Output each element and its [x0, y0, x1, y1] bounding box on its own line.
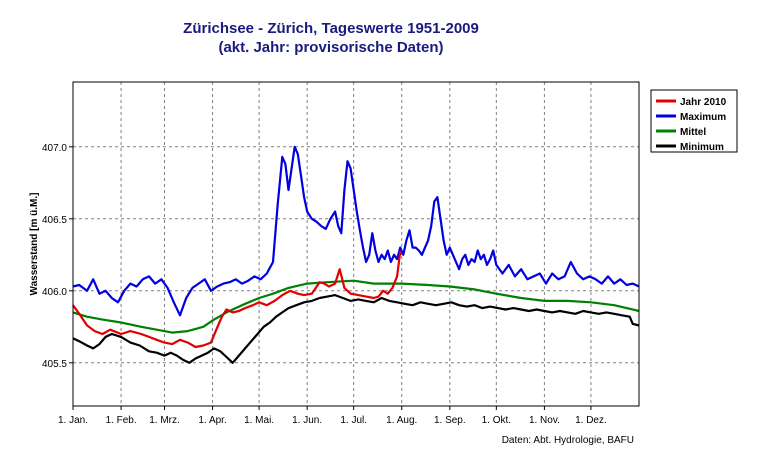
y-tick-label: 405.5: [42, 359, 67, 370]
chart-subtitle: (akt. Jahr: provisorische Daten): [218, 39, 443, 56]
series-lines: [72, 145, 640, 364]
legend-label-minimum: Minimum: [680, 142, 724, 153]
x-tick-label: 1. Okt.: [482, 415, 511, 426]
legend: Jahr 2010 Maximum Mittel Minimum: [650, 89, 738, 153]
legend-label-jahr-2010: Jahr 2010: [680, 97, 727, 108]
x-tick-label: 1. Jun.: [292, 415, 322, 426]
x-tick-label: 1. Nov.: [529, 415, 560, 426]
legend-label-mittel: Mittel: [680, 127, 706, 138]
x-tick-label: 1. Jan.: [58, 415, 88, 426]
x-tick-label: 1. Jul.: [340, 415, 367, 426]
x-tick-label: 1. Dez.: [575, 415, 607, 426]
series-line-maximum: [72, 145, 640, 317]
x-tick-label: 1. Mai.: [244, 415, 274, 426]
series-line-jahr-2010: [72, 250, 403, 349]
y-axis-label: Wasserstand [m ü.M.]: [29, 193, 40, 296]
grid: [73, 82, 639, 406]
x-tick-label: 1. Aug.: [386, 415, 417, 426]
series-line-minimum: [72, 294, 640, 364]
chart-title: Zürichsee - Zürich, Tageswerte 1951-2009: [183, 20, 479, 37]
series-line-mittel: [72, 279, 640, 334]
legend-label-maximum: Maximum: [680, 112, 726, 123]
x-tick-label: 1. Sep.: [434, 415, 466, 426]
y-tick-label: 406.5: [42, 215, 67, 226]
x-tick-label: 1. Mrz.: [149, 415, 180, 426]
x-tick-label: 1. Apr.: [198, 415, 226, 426]
source-note: Daten: Abt. Hydrologie, BAFU: [502, 435, 634, 446]
y-tick-label: 407.0: [42, 143, 67, 154]
x-tick-label: 1. Feb.: [106, 415, 137, 426]
y-tick-label: 406.0: [42, 287, 67, 298]
plot-frame: [72, 81, 640, 407]
axis-ticks: 1. Jan. 1. Feb. 1. Mrz. 1. Apr. 1. Mai. 1. Ju…: [42, 143, 607, 426]
